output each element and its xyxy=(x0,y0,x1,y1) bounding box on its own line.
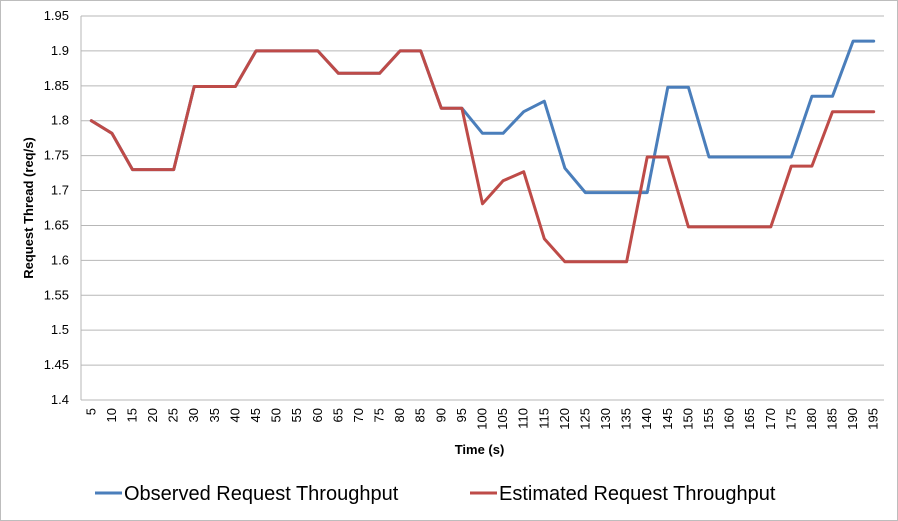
x-tick-label: 35 xyxy=(207,408,222,422)
y-axis-tick-labels: 1.4 1.45 1.5 1.55 1.6 1.65 1.7 1.75 1.8 1.85 1.9 1.… xyxy=(44,8,69,407)
gridlines xyxy=(80,15,884,401)
x-tick-label: 15 xyxy=(124,408,139,422)
y-tick-label: 1.45 xyxy=(44,357,69,372)
legend-label: Estimated Request Throughput xyxy=(499,483,776,505)
x-tick-label: 170 xyxy=(763,408,778,430)
x-tick-label: 135 xyxy=(619,408,634,430)
y-tick-label: 1.65 xyxy=(44,217,69,232)
x-tick-label: 10 xyxy=(104,408,119,422)
x-tick-label: 110 xyxy=(516,408,531,429)
x-tick-label: 140 xyxy=(639,408,654,430)
x-tick-label: 155 xyxy=(701,408,716,430)
series-lines xyxy=(89,39,876,264)
x-tick-label: 75 xyxy=(372,408,387,422)
y-tick-label: 1.95 xyxy=(44,8,69,23)
y-tick-label: 1.8 xyxy=(51,113,69,128)
x-tick-label: 30 xyxy=(186,408,201,422)
x-tick-label: 95 xyxy=(454,408,469,422)
x-tick-label: 90 xyxy=(433,408,448,422)
y-tick-label: 1.6 xyxy=(51,252,69,267)
x-tick-label: 175 xyxy=(783,408,798,430)
x-tick-label: 120 xyxy=(557,408,572,430)
x-tick-label: 165 xyxy=(742,408,757,430)
x-axis-tick-labels: 5 10 15 20 25 30 35 40 45 50 55 60 65 70 75 80 85 90 95 100… xyxy=(83,408,880,430)
series-line-estimated xyxy=(89,49,876,264)
legend-label: Observed Request Throughput xyxy=(124,483,399,505)
legend: Observed Request Throughput Estimated Req… xyxy=(95,483,776,505)
x-tick-label: 70 xyxy=(351,408,366,422)
y-tick-label: 1.55 xyxy=(44,287,69,302)
y-tick-label: 1.4 xyxy=(51,392,69,407)
x-tick-label: 145 xyxy=(660,408,675,430)
x-tick-label: 80 xyxy=(392,408,407,422)
x-tick-label: 190 xyxy=(845,408,860,430)
x-tick-label: 50 xyxy=(269,408,284,422)
y-tick-label: 1.7 xyxy=(51,183,69,198)
x-tick-label: 55 xyxy=(289,408,304,422)
x-tick-label: 85 xyxy=(413,408,428,422)
x-tick-label: 130 xyxy=(598,408,613,430)
x-tick-label: 100 xyxy=(475,408,490,430)
y-tick-label: 1.5 xyxy=(51,322,69,337)
y-axis-title: Request Thread (req/s) xyxy=(21,137,36,279)
x-tick-label: 195 xyxy=(866,408,881,430)
x-tick-label: 65 xyxy=(330,408,345,422)
x-axis-title: Time (s) xyxy=(455,442,505,457)
x-tick-label: 160 xyxy=(722,408,737,430)
x-tick-label: 185 xyxy=(825,408,840,430)
x-tick-label: 5 xyxy=(83,408,98,415)
x-tick-label: 60 xyxy=(310,408,325,422)
x-tick-label: 20 xyxy=(145,408,160,422)
series-line-observed xyxy=(89,39,876,195)
x-tick-label: 150 xyxy=(680,408,695,430)
x-tick-label: 180 xyxy=(804,408,819,430)
x-tick-label: 40 xyxy=(227,408,242,422)
x-tick-label: 125 xyxy=(577,408,592,430)
y-tick-label: 1.85 xyxy=(44,78,69,93)
y-tick-label: 1.75 xyxy=(44,148,69,163)
x-tick-label: 45 xyxy=(248,408,263,422)
x-tick-label: 115 xyxy=(536,408,551,429)
x-tick-label: 105 xyxy=(495,408,510,430)
y-tick-label: 1.9 xyxy=(51,43,69,58)
x-tick-label: 25 xyxy=(166,408,181,422)
